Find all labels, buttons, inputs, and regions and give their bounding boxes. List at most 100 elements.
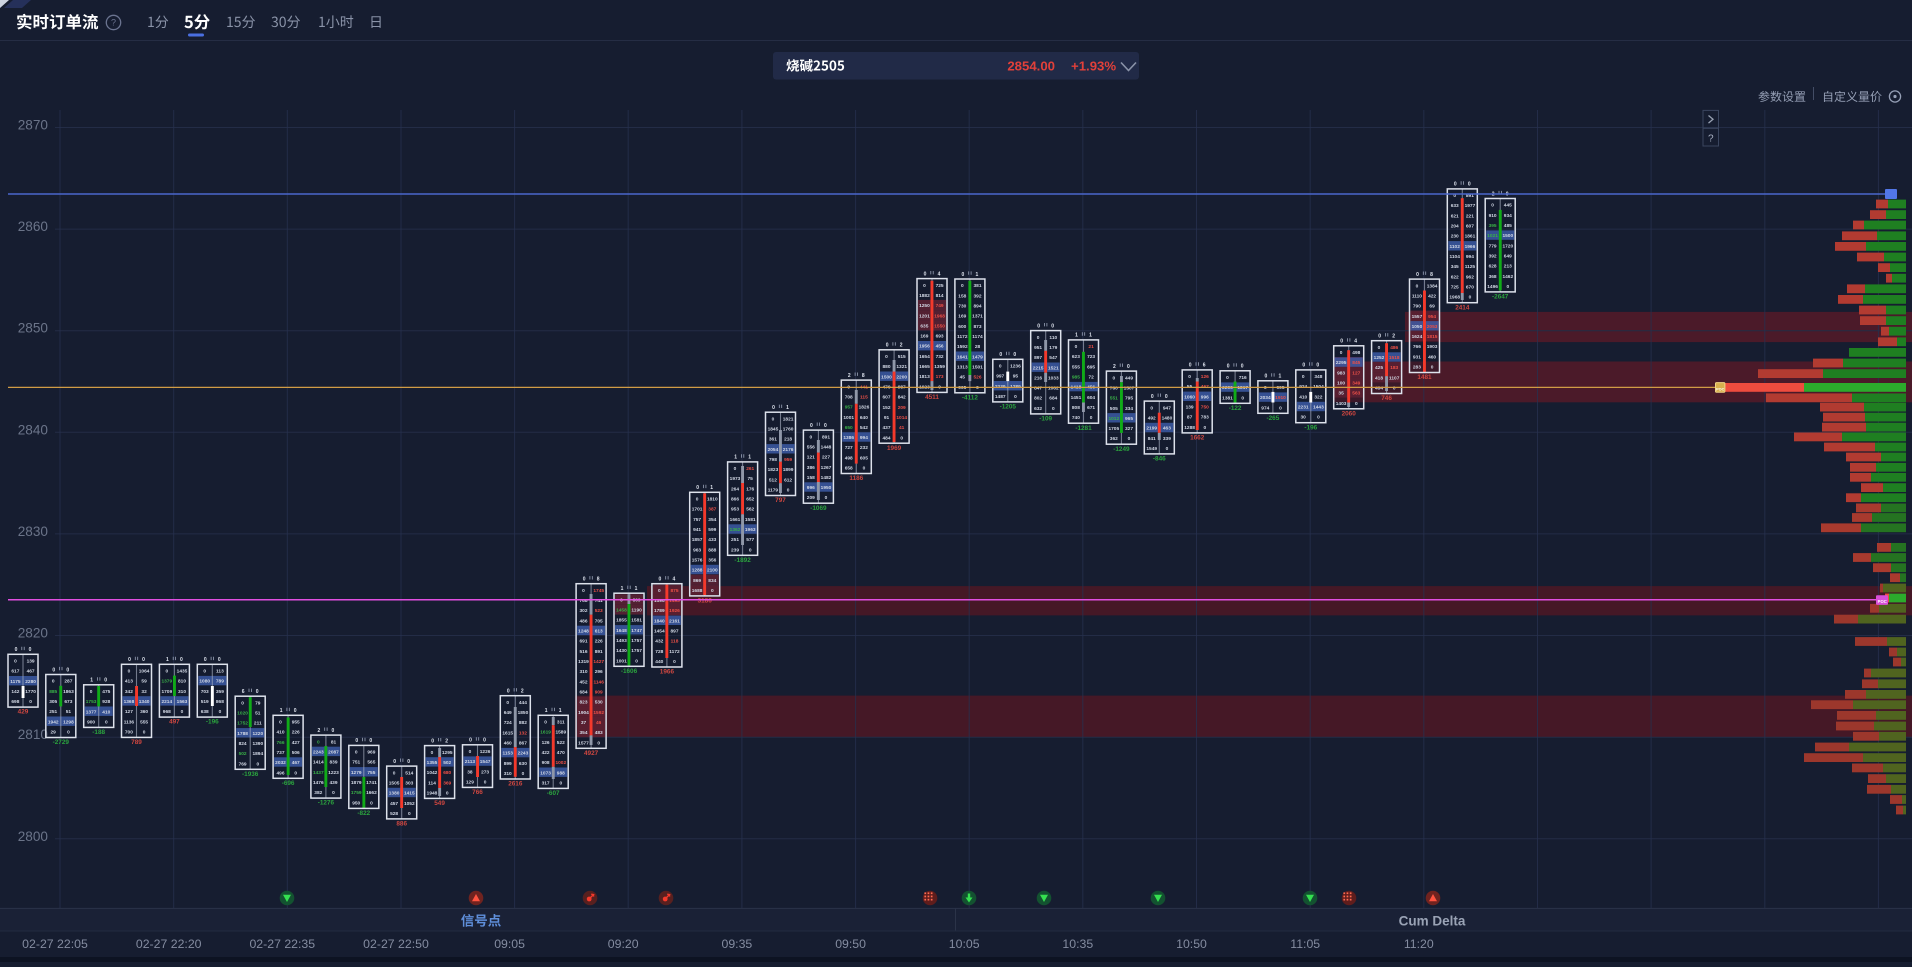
svg-text:1362: 1362 <box>730 527 741 533</box>
svg-text:0: 0 <box>923 283 926 289</box>
svg-text:296: 296 <box>595 669 603 675</box>
svg-text:139: 139 <box>27 659 35 665</box>
svg-text:386: 386 <box>807 465 815 471</box>
svg-text:460: 460 <box>1428 354 1436 360</box>
svg-text:931: 931 <box>1413 354 1421 360</box>
svg-text:2295: 2295 <box>1336 360 1347 366</box>
svg-text:769: 769 <box>239 761 247 767</box>
svg-text:1576: 1576 <box>692 557 703 563</box>
svg-text:1359: 1359 <box>934 364 945 370</box>
svg-text:1136: 1136 <box>124 719 135 725</box>
svg-text:0: 0 <box>370 800 373 806</box>
svg-text:0: 0 <box>583 577 586 583</box>
svg-text:4: 4 <box>938 271 941 277</box>
svg-text:-196: -196 <box>206 719 219 726</box>
svg-text:179: 179 <box>1049 345 1057 351</box>
svg-text:1125: 1125 <box>1465 264 1476 270</box>
svg-text:492: 492 <box>1148 415 1156 421</box>
svg-text:-846: -846 <box>1153 456 1166 463</box>
svg-text:1845: 1845 <box>768 427 779 433</box>
svg-text:2214: 2214 <box>161 699 172 705</box>
svg-text:2032: 2032 <box>275 760 286 766</box>
svg-text:797: 797 <box>775 497 786 504</box>
svg-text:1414: 1414 <box>313 760 324 766</box>
svg-text:470: 470 <box>557 750 565 756</box>
svg-text:-822: -822 <box>357 810 370 817</box>
svg-text:1: 1 <box>786 405 789 411</box>
svg-text:432: 432 <box>655 639 663 645</box>
svg-text:673: 673 <box>64 699 72 705</box>
svg-text:959: 959 <box>784 457 792 463</box>
svg-text:640: 640 <box>860 415 868 421</box>
svg-text:1110: 1110 <box>1412 293 1422 299</box>
svg-text:1107: 1107 <box>1389 375 1400 381</box>
svg-text:422: 422 <box>542 750 550 756</box>
svg-text:0: 0 <box>1037 323 1040 329</box>
svg-text:264: 264 <box>731 486 739 492</box>
svg-text:1454: 1454 <box>654 629 665 635</box>
svg-text:0: 0 <box>431 750 434 756</box>
svg-text:1172: 1172 <box>669 649 680 655</box>
svg-text:216: 216 <box>1034 375 1042 381</box>
svg-text:0: 0 <box>635 658 638 664</box>
svg-text:0: 0 <box>1506 284 1509 290</box>
svg-text:0: 0 <box>1188 374 1191 380</box>
svg-text:2231: 2231 <box>1298 405 1309 411</box>
svg-text:768: 768 <box>579 598 587 604</box>
svg-text:09:50: 09:50 <box>835 937 866 951</box>
svg-text:2810: 2810 <box>18 727 49 742</box>
svg-text:1462: 1462 <box>1502 274 1513 280</box>
svg-text:1014: 1014 <box>896 415 907 421</box>
svg-text:515: 515 <box>898 354 906 360</box>
svg-text:1201: 1201 <box>919 313 930 319</box>
svg-text:410: 410 <box>1299 394 1307 400</box>
svg-text:Cum Delta: Cum Delta <box>1399 914 1466 929</box>
svg-text:440: 440 <box>655 659 663 665</box>
svg-text:2060: 2060 <box>1342 410 1357 417</box>
svg-text:789: 789 <box>216 679 224 685</box>
svg-text:1973: 1973 <box>730 476 741 482</box>
svg-text:988: 988 <box>557 770 565 776</box>
svg-text:1705: 1705 <box>1108 426 1119 432</box>
svg-text:1050: 1050 <box>1412 324 1423 330</box>
svg-text:0: 0 <box>711 588 714 594</box>
svg-text:2: 2 <box>848 373 851 379</box>
svg-text:963: 963 <box>693 547 701 553</box>
svg-text:1476: 1476 <box>313 780 324 786</box>
svg-text:1745: 1745 <box>593 588 604 594</box>
svg-text:-1069: -1069 <box>810 505 827 512</box>
svg-text:02-27 22:20: 02-27 22:20 <box>136 937 202 951</box>
svg-text:632: 632 <box>1034 406 1042 412</box>
svg-text:-1249: -1249 <box>1113 446 1130 453</box>
svg-text:152: 152 <box>882 405 890 411</box>
svg-text:392: 392 <box>973 293 981 299</box>
svg-text:1948: 1948 <box>427 790 438 796</box>
svg-text:0: 0 <box>544 720 547 726</box>
svg-text:0: 0 <box>332 790 335 796</box>
svg-text:118: 118 <box>671 639 679 645</box>
svg-text:798: 798 <box>769 457 777 463</box>
svg-text:0: 0 <box>1431 365 1434 371</box>
svg-text:1855: 1855 <box>616 618 627 624</box>
svg-text:691: 691 <box>579 639 587 645</box>
svg-text:604: 604 <box>1087 395 1095 401</box>
svg-text:2860: 2860 <box>18 219 49 234</box>
svg-text:1563: 1563 <box>177 699 188 705</box>
svg-text:8: 8 <box>1430 272 1433 278</box>
svg-text:650: 650 <box>845 425 853 431</box>
svg-text:577: 577 <box>746 537 754 543</box>
svg-text:730: 730 <box>958 304 966 310</box>
svg-text:0: 0 <box>1454 182 1457 188</box>
svg-text:221: 221 <box>1466 213 1474 219</box>
svg-text:808: 808 <box>1072 405 1080 411</box>
svg-text:1073: 1073 <box>540 770 551 776</box>
svg-text:1518: 1518 <box>1389 355 1400 361</box>
svg-text:899: 899 <box>504 761 512 767</box>
svg-text:213: 213 <box>1504 264 1512 270</box>
svg-text:2243: 2243 <box>518 751 529 757</box>
svg-text:612: 612 <box>784 477 792 483</box>
svg-text:523: 523 <box>595 608 603 614</box>
svg-text:-4112: -4112 <box>962 394 978 401</box>
svg-text:-1276: -1276 <box>318 800 335 807</box>
svg-text:169: 169 <box>958 314 966 320</box>
